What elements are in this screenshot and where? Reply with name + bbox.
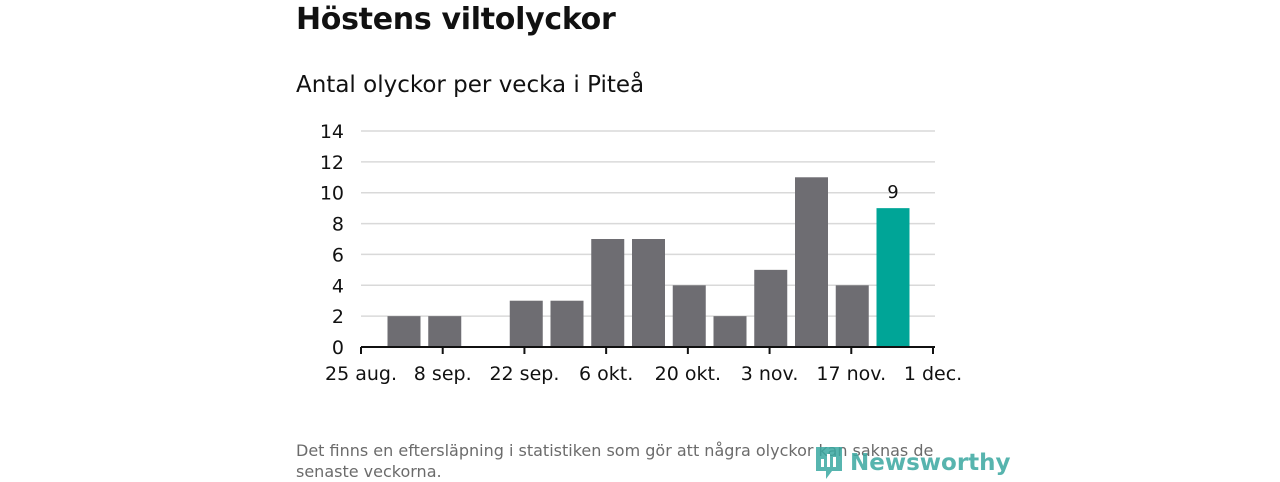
bar bbox=[632, 239, 665, 347]
bar bbox=[713, 316, 747, 347]
data-label: 9 bbox=[887, 182, 898, 203]
y-tick-label: 0 bbox=[332, 337, 344, 359]
chart-subtitle: Antal olyckor per vecka i Piteå bbox=[296, 72, 645, 98]
y-tick-label: 12 bbox=[320, 152, 344, 174]
bar bbox=[591, 239, 625, 347]
bar bbox=[672, 285, 706, 347]
y-tick-label: 6 bbox=[332, 244, 344, 266]
y-tick-label: 8 bbox=[332, 214, 344, 236]
bar bbox=[795, 177, 828, 347]
y-tick-label: 10 bbox=[320, 183, 344, 205]
x-tick-label: 17 nov. bbox=[816, 363, 886, 385]
y-tick-label: 14 bbox=[320, 121, 344, 143]
bar bbox=[835, 285, 869, 347]
footnote: Det finns en eftersläpning i statistiken… bbox=[296, 441, 934, 481]
x-tick-label: 22 sep. bbox=[489, 363, 559, 385]
bar bbox=[509, 300, 543, 347]
bar bbox=[550, 300, 584, 347]
y-tick-label: 4 bbox=[332, 275, 344, 297]
newsworthy-logo: Newsworthy bbox=[814, 444, 1011, 482]
x-tick-label: 25 aug. bbox=[325, 363, 397, 385]
newsworthy-logo-icon bbox=[816, 447, 842, 479]
x-tick-label: 8 sep. bbox=[414, 363, 472, 385]
bar bbox=[387, 316, 421, 347]
newsworthy-logo-text: Newsworthy bbox=[850, 450, 1011, 476]
bar bbox=[428, 316, 462, 347]
bar-highlight bbox=[876, 208, 910, 347]
y-tick-label: 2 bbox=[332, 306, 344, 328]
x-tick-label: 20 okt. bbox=[655, 363, 721, 385]
bar bbox=[754, 269, 788, 347]
x-tick-label: 3 nov. bbox=[741, 363, 799, 385]
page-title: Höstens viltolyckor bbox=[296, 2, 616, 37]
x-tick-label: 6 okt. bbox=[579, 363, 633, 385]
x-tick-label: 1 dec. bbox=[904, 363, 962, 385]
